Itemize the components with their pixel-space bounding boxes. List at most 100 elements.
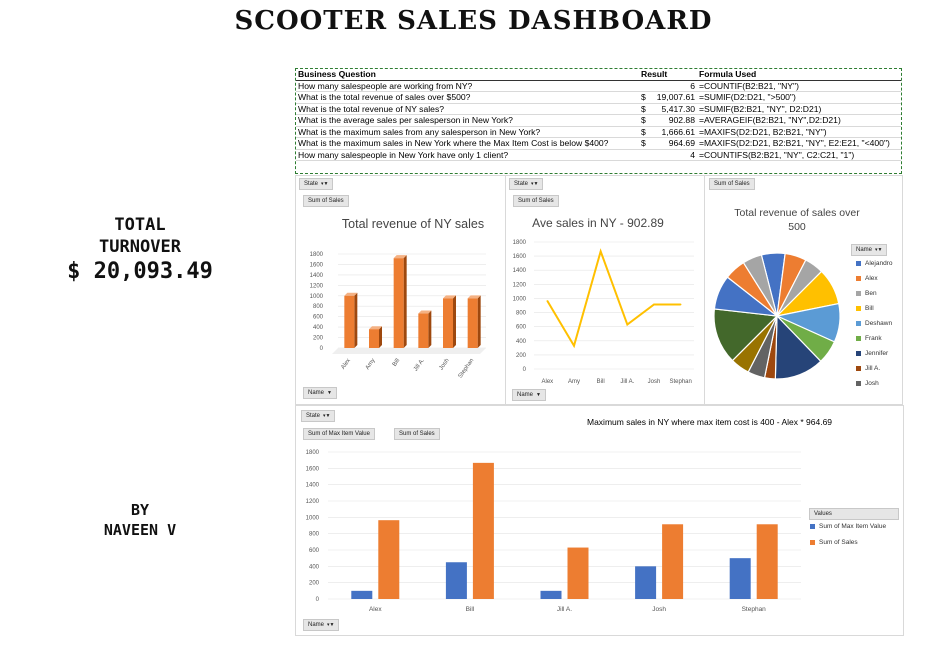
name-filter-button[interactable]: Name ▼: [303, 387, 337, 399]
bar-top: [344, 292, 358, 296]
name-filter-button[interactable]: Name ▾▼: [303, 619, 340, 631]
bar: [756, 524, 778, 599]
name-filter-label: Name: [308, 622, 325, 628]
legend-label: Josh: [865, 380, 879, 387]
x-tick-label: Stephan: [458, 358, 476, 380]
y-tick-label: 400: [313, 325, 324, 331]
legend-swatch: [856, 260, 861, 266]
author-name: NAVEEN V: [103, 521, 177, 539]
pie-slice: [742, 254, 778, 317]
revenue-over-500-pie-chart: Total revenue of sales over 500: [713, 207, 860, 380]
result-cell: 5,417.30: [649, 103, 697, 115]
legend-title: Name: [856, 247, 873, 253]
chevron-down-icon: ▼: [327, 390, 332, 396]
bar: [662, 524, 684, 599]
ny-average-line-chart: Ave sales in NY - 902.89 0 200 400 600 800 100…: [513, 216, 694, 385]
y-tick-label: 1000: [310, 294, 324, 300]
data-line: [546, 248, 681, 349]
table-row: How many salespeople are working from NY…: [296, 80, 901, 92]
bar-side: [403, 255, 407, 348]
chart-title-continued: 500: [788, 221, 806, 233]
name-filter-label: Name: [308, 390, 325, 396]
dashboard-title: SCOOTER SALES DASHBOARD: [234, 6, 713, 36]
total-turnover: TOTAL TURNOVER $ 20,093.49: [50, 214, 230, 286]
table-row: What is the maximum sales from any sales…: [296, 126, 901, 138]
bar: [540, 590, 562, 599]
bar-side: [354, 292, 358, 348]
currency-cell: $: [639, 137, 649, 150]
revenue-over-500-panel: Sum of Sales Total revenue of sales over…: [704, 175, 903, 405]
x-tick-label: Stephan: [742, 606, 767, 613]
currency-cell: [639, 80, 649, 92]
legend-swatch: [856, 380, 861, 386]
result-cell: 902.88: [649, 114, 697, 127]
legend-swatch: [856, 275, 861, 281]
y-tick-label: 1600: [513, 254, 527, 260]
x-tick-label: Jill A.: [413, 357, 426, 372]
filter-icon: ▾▼: [321, 181, 329, 187]
bar-side: [477, 295, 481, 348]
currency-cell: $: [639, 91, 649, 104]
values-legend-title: Values: [814, 511, 832, 517]
y-tick-label: 1800: [306, 450, 320, 456]
y-tick-label: 0: [523, 367, 527, 373]
legend-label: Alex: [865, 275, 878, 282]
y-tick-label: 1200: [310, 283, 324, 289]
max-item-value-label: Sum of Max Item Value: [308, 431, 370, 437]
name-filter-button[interactable]: Name ▼: [512, 389, 546, 401]
sum-of-sales-field-button[interactable]: Sum of Sales: [709, 178, 755, 190]
y-tick-label: 600: [313, 315, 324, 321]
legend-label: Sum of Max Item Value: [819, 523, 887, 530]
data-point: [653, 303, 655, 306]
y-tick-label: 400: [516, 339, 527, 345]
legend-swatch: [810, 523, 815, 529]
y-tick-label: 0: [320, 346, 324, 352]
legend-item: Sum of Sales: [810, 539, 858, 546]
state-filter-label: State: [306, 413, 321, 419]
turnover-label-1: TOTAL: [114, 215, 166, 235]
table-row: What is the total revenue of sales over …: [296, 91, 901, 104]
question-cell: What is the maximum sales from any sales…: [296, 126, 639, 138]
y-tick-label: 800: [516, 311, 527, 317]
legend-label: Jill A.: [865, 365, 881, 372]
values-legend-button[interactable]: Values: [809, 508, 899, 520]
name-legend-filter-button[interactable]: Name ▾▼: [851, 244, 888, 256]
bar-side: [428, 310, 432, 348]
sum-of-sales-field-button[interactable]: Sum of Sales: [394, 428, 440, 440]
legend-swatch: [856, 320, 861, 326]
table-row: How many salespeople in New York have on…: [296, 149, 901, 161]
y-tick-label: 1600: [310, 262, 324, 268]
sum-of-sales-label: Sum of Sales: [308, 198, 344, 204]
bar: [729, 558, 751, 599]
sum-of-sales-field-button[interactable]: Sum of Sales: [513, 195, 559, 207]
bar-side: [379, 326, 382, 348]
filter-icon: ▾▼: [323, 413, 331, 419]
currency-cell: $: [639, 114, 649, 127]
sum-of-sales-field-button[interactable]: Sum of Sales: [303, 195, 349, 207]
bar: [567, 547, 589, 599]
bar-top: [467, 295, 481, 299]
question-cell: How many salespeople are working from NY…: [296, 80, 639, 92]
max-item-value-field-button[interactable]: Sum of Max Item Value: [303, 428, 375, 440]
state-filter-button[interactable]: State ▾▼: [509, 178, 544, 190]
legend-label: Frank: [865, 335, 882, 342]
formula-cell: =MAXIFS(D2:D21, B2:B21, "NY"): [697, 126, 901, 138]
turnover-value: $ 20,093.49: [67, 259, 213, 284]
y-tick-label: 200: [516, 353, 527, 359]
question-cell: What is the total revenue of NY sales?: [296, 103, 639, 115]
x-tick-label: Bill: [392, 358, 402, 368]
x-tick-label: Alex: [541, 379, 553, 385]
legend-item: Alejandro: [856, 260, 892, 267]
data-point: [626, 323, 629, 326]
x-tick-label: Bill: [466, 606, 475, 613]
state-filter-button[interactable]: State ▾▼: [301, 410, 336, 422]
state-filter-button[interactable]: State ▾▼: [299, 178, 334, 190]
data-point: [679, 303, 682, 306]
y-tick-label: 1600: [306, 466, 320, 472]
sum-of-sales-label: Sum of Sales: [399, 431, 435, 437]
table-row: What is the maximum sales in New York wh…: [296, 137, 901, 150]
formula-cell: =SUMIF(B2:B21, "NY", D2:D21): [697, 103, 901, 115]
chart-title: Ave sales in NY - 902.89: [532, 216, 664, 230]
turnover-label-2: TURNOVER: [99, 237, 181, 257]
y-tick-label: 1000: [306, 515, 320, 521]
